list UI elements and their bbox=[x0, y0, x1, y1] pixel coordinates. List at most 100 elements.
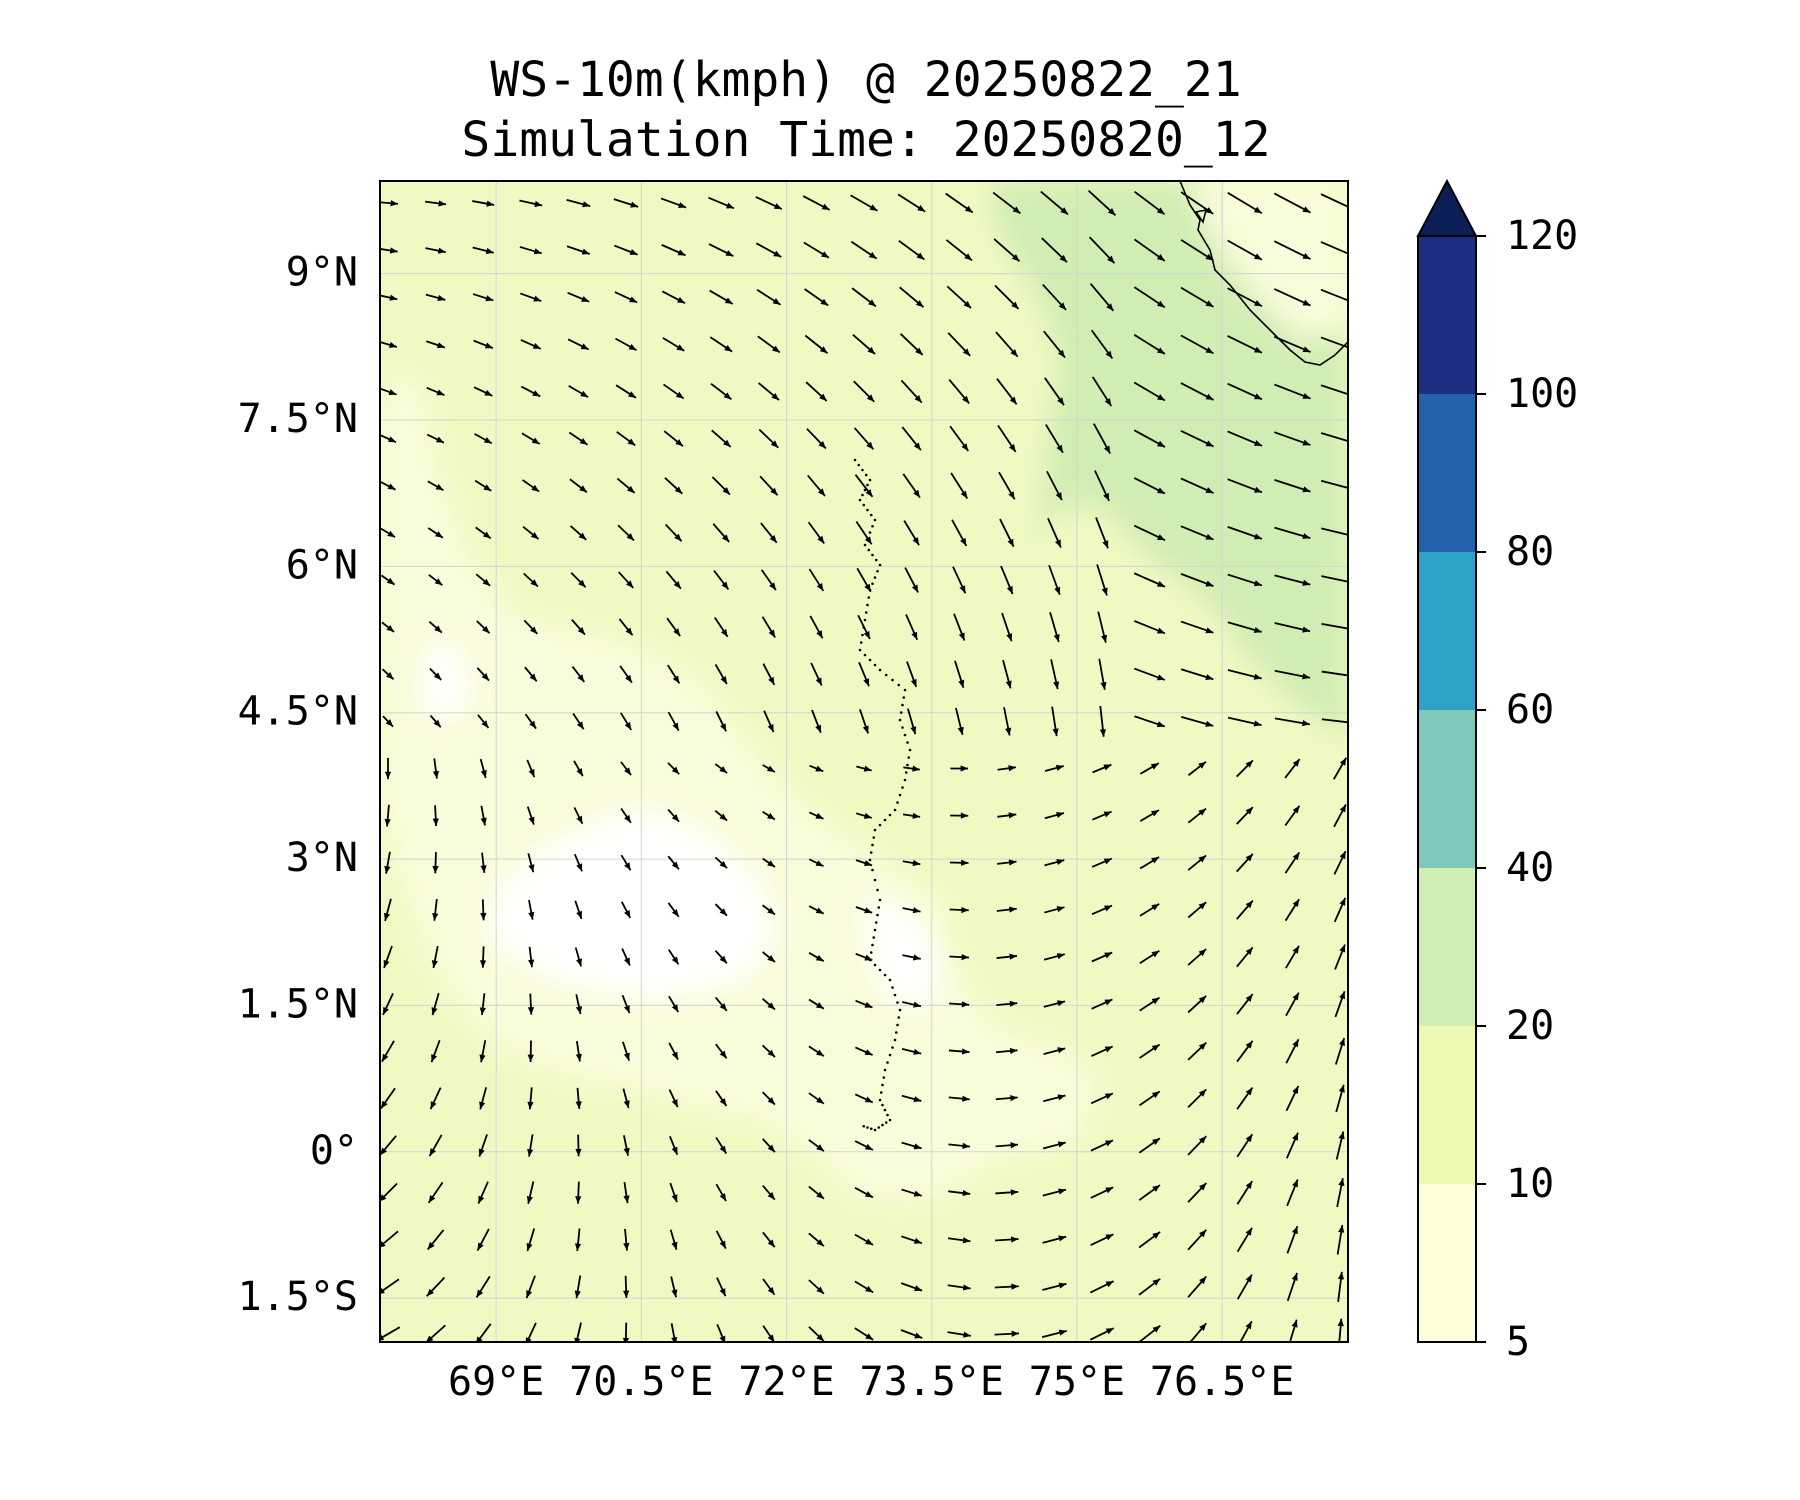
wind-vector bbox=[997, 812, 1017, 819]
wind-vector bbox=[1273, 335, 1311, 353]
wind-vector bbox=[479, 946, 487, 968]
atoll-dot bbox=[897, 683, 901, 687]
wind-vector bbox=[619, 665, 633, 684]
wind-vector bbox=[380, 434, 397, 443]
wind-vector bbox=[1139, 1043, 1161, 1059]
atoll-dot bbox=[873, 518, 877, 522]
wind-vector bbox=[381, 1040, 395, 1063]
atoll-dot bbox=[868, 658, 872, 662]
lat-tick-label: 1.5°S bbox=[238, 1274, 358, 1320]
wind-vector bbox=[477, 714, 490, 729]
wind-vector bbox=[995, 1236, 1019, 1243]
wind-vector bbox=[714, 809, 728, 822]
wind-vector bbox=[901, 426, 922, 451]
wind-vector bbox=[762, 1138, 776, 1153]
wind-vector bbox=[621, 994, 631, 1014]
wind-vector bbox=[806, 428, 827, 450]
wind-vector bbox=[808, 1092, 825, 1105]
wind-vector bbox=[1285, 1085, 1300, 1112]
colorbar: 5 10 20 40 60 80 100 120 bbox=[1416, 178, 1578, 1365]
lat-tick-label: 3°N bbox=[286, 835, 358, 881]
wind-vector bbox=[1187, 1041, 1207, 1061]
wind-vector bbox=[761, 998, 776, 1011]
wind-vector bbox=[809, 615, 824, 639]
atoll-dot bbox=[903, 733, 907, 737]
wind-vector bbox=[1236, 806, 1254, 825]
wind-vector bbox=[1138, 1324, 1161, 1342]
wind-vector bbox=[714, 996, 728, 1012]
wind-vector bbox=[1094, 470, 1110, 502]
wind-vector bbox=[526, 1181, 535, 1205]
wind-vector bbox=[1044, 377, 1065, 406]
wind-vector bbox=[758, 428, 779, 449]
wind-vector bbox=[809, 764, 824, 773]
wind-vector bbox=[994, 284, 1020, 310]
atoll-dot bbox=[872, 836, 876, 839]
wind-vector bbox=[995, 1189, 1019, 1196]
wind-vector bbox=[1046, 470, 1063, 501]
wind-vector bbox=[949, 1001, 970, 1008]
atoll-dot bbox=[886, 1061, 889, 1064]
wind-vector bbox=[1227, 669, 1262, 680]
wind-vector bbox=[1187, 854, 1207, 871]
wind-vector bbox=[1138, 1090, 1161, 1107]
atoll-dot bbox=[896, 801, 899, 804]
wind-vector bbox=[384, 757, 392, 780]
wind-vector bbox=[762, 904, 776, 916]
atoll-dot bbox=[884, 673, 888, 677]
wind-vector bbox=[850, 240, 878, 260]
wind-vector bbox=[661, 290, 686, 304]
wind-vector bbox=[854, 1327, 874, 1341]
wind-vector bbox=[1227, 526, 1263, 540]
wind-vector bbox=[384, 804, 391, 827]
wind-vector bbox=[949, 859, 969, 866]
wind-vector bbox=[946, 285, 972, 309]
atoll-dot bbox=[871, 843, 874, 847]
wind-vector bbox=[1273, 288, 1311, 307]
wind-vector bbox=[999, 518, 1015, 548]
wind-vector bbox=[708, 243, 734, 257]
wind-vector bbox=[1236, 1087, 1254, 1110]
wind-vector bbox=[432, 805, 439, 827]
wind-vector bbox=[1274, 574, 1311, 586]
wind-vector bbox=[1133, 286, 1166, 309]
wind-vector bbox=[714, 856, 728, 869]
wind-vector bbox=[575, 1181, 582, 1204]
wind-vector bbox=[853, 427, 875, 450]
wind-vector bbox=[477, 1181, 489, 1204]
wind-vector bbox=[714, 950, 728, 964]
map-frame bbox=[379, 180, 1349, 1343]
wind-vector bbox=[623, 1135, 630, 1156]
wind-vector bbox=[1236, 946, 1254, 968]
colorbar-tick-label: 120 bbox=[1506, 213, 1578, 259]
wind-vector bbox=[1180, 239, 1214, 262]
atoll-dot bbox=[861, 468, 864, 472]
wind-vector bbox=[994, 1330, 1020, 1337]
lon-tick-label: 72°E bbox=[738, 1359, 834, 1405]
wind-vector bbox=[380, 527, 396, 538]
wind-vector bbox=[380, 1182, 398, 1202]
atoll-dot bbox=[871, 553, 874, 557]
wind-vector bbox=[854, 1140, 874, 1151]
wind-vector bbox=[1180, 286, 1214, 308]
wind-vector bbox=[1133, 477, 1166, 495]
wind-vector bbox=[1320, 336, 1348, 349]
atoll-dot bbox=[869, 851, 873, 854]
wind-vector bbox=[472, 200, 495, 207]
wind-vector bbox=[380, 341, 398, 348]
wind-vector bbox=[615, 384, 637, 399]
wind-vector bbox=[905, 614, 918, 641]
wind-vector bbox=[810, 662, 823, 686]
wind-vector bbox=[804, 334, 829, 354]
wind-vector bbox=[669, 1135, 679, 1156]
wind-vector bbox=[1133, 334, 1166, 355]
wind-vector bbox=[803, 241, 830, 259]
wind-vector bbox=[761, 616, 776, 638]
wind-vector bbox=[1227, 430, 1263, 447]
wind-vector bbox=[808, 1232, 825, 1247]
atoll-dot bbox=[867, 596, 871, 599]
wind-vector bbox=[523, 619, 538, 635]
wind-vector bbox=[1333, 897, 1347, 923]
atoll-dot bbox=[897, 1016, 901, 1019]
wind-vector bbox=[667, 664, 681, 684]
